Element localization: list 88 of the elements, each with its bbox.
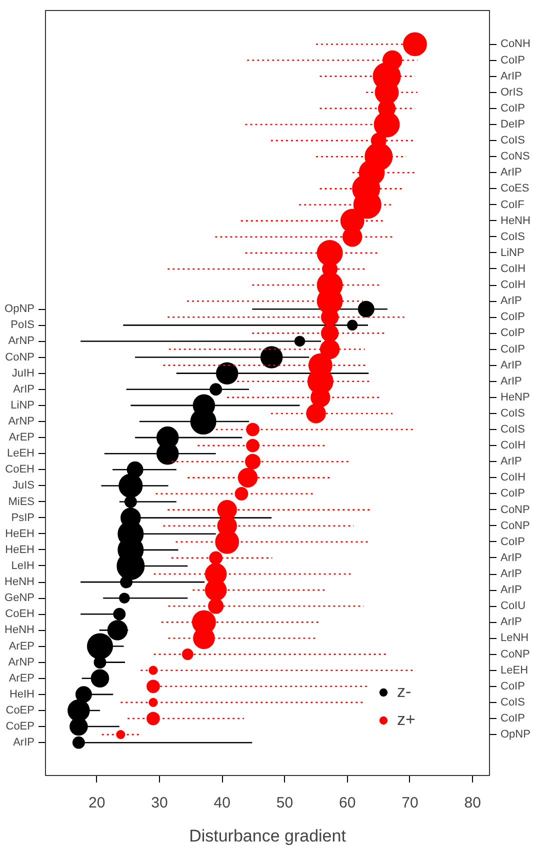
y-tick-label: HeNP <box>500 391 530 404</box>
y-tick-label: ArIP <box>500 616 522 628</box>
y-tick-label: OrIS <box>500 86 524 98</box>
y-tick-label: CoIS <box>500 696 525 708</box>
y-tick-label: PoIS <box>10 319 35 332</box>
y-tick-label: CoIP <box>500 311 525 324</box>
y-tick-label: HeEH <box>5 528 35 540</box>
legend-label: z+ <box>397 710 416 730</box>
y-tick-label: GeNP <box>4 592 35 604</box>
y-tick-label: ArIP <box>500 295 522 308</box>
x-tick-label: 80 <box>464 794 481 812</box>
x-tick-label: 60 <box>339 794 356 812</box>
y-tick-label: HeNH <box>4 624 35 636</box>
y-tick-label: LiNP <box>10 399 34 412</box>
y-tick-label: LiNP <box>500 246 524 259</box>
y-tick-label: LeIH <box>11 560 35 572</box>
x-axis-title: Disturbance gradient <box>189 826 346 846</box>
y-tick-label: ArIP <box>500 70 522 82</box>
y-tick-label: HeNH <box>500 214 531 227</box>
y-tick-label: DeIP <box>500 118 525 130</box>
point <box>306 404 326 424</box>
y-tick-label: CoIP <box>500 327 525 340</box>
y-tick-label: CoNS <box>500 150 530 163</box>
y-tick-label: JuIS <box>12 480 35 492</box>
y-tick-label: CoIS <box>500 230 525 243</box>
y-tick-label: LeNH <box>500 632 529 644</box>
y-tick-label: OpNP <box>500 728 530 741</box>
point <box>90 669 110 688</box>
y-tick-label: ArNP <box>8 656 34 668</box>
y-tick-label: CoEP <box>6 720 35 733</box>
y-tick-label: ArEP <box>8 672 35 684</box>
y-tick-label: ArEP <box>8 432 35 444</box>
y-tick-label: ArIP <box>500 375 522 388</box>
point <box>320 339 340 360</box>
y-tick-label: HeEH <box>5 544 35 556</box>
point <box>238 468 258 488</box>
legend-label: z- <box>397 682 412 702</box>
y-tick-label: CoNP <box>500 648 530 660</box>
y-tick-label: LeEH <box>500 664 528 676</box>
y-tick-label: CoNP <box>500 504 530 516</box>
y-tick-label: ArIP <box>500 584 522 596</box>
y-tick-label: ArIP <box>13 383 35 396</box>
y-tick-label: ArNP <box>8 335 34 348</box>
x-tick-label: 20 <box>88 794 106 812</box>
y-tick-label: JuIH <box>12 367 35 380</box>
y-tick-label: CoIH <box>500 472 526 484</box>
x-tick-label: 70 <box>402 794 418 812</box>
y-tick-label: CoIH <box>500 279 526 292</box>
y-tick-label: MiES <box>8 496 34 508</box>
y-tick-label: LeEH <box>6 448 35 460</box>
y-tick-label: ArIP <box>13 736 35 749</box>
y-tick-label: CoNP <box>500 520 530 532</box>
y-tick-label: CoIP <box>500 343 525 356</box>
y-tick-label: CoIF <box>500 198 525 211</box>
y-tick-label: PsIP <box>11 512 35 524</box>
y-tick-label: ArEP <box>8 640 35 652</box>
y-tick-label: ArIP <box>500 166 522 179</box>
y-tick-label: CoIP <box>500 680 525 692</box>
x-tick-label: 30 <box>151 794 168 812</box>
y-tick-label: CoEH <box>5 608 35 620</box>
x-tick-label: 50 <box>276 794 294 812</box>
y-tick-label: CoNP <box>5 351 34 364</box>
y-tick-label: ArNP <box>8 415 34 428</box>
y-tick-label: ArIP <box>500 359 522 372</box>
point <box>107 620 128 640</box>
y-tick-label: CoIP <box>500 536 525 548</box>
y-tick-label: CoNH <box>500 38 531 50</box>
y-tick-label: OpNP <box>4 303 35 316</box>
y-tick-label: ArIP <box>500 456 522 468</box>
y-tick-label: HeIH <box>9 688 35 700</box>
y-tick-label: CoIU <box>500 600 526 612</box>
y-tick-label: CoIS <box>500 424 525 436</box>
x-tick-label: 40 <box>214 794 230 812</box>
y-tick-label: ArIP <box>500 568 522 580</box>
y-tick-label: CoEP <box>6 704 35 716</box>
y-tick-label: CoIP <box>500 712 525 725</box>
y-tick-label: CoIP <box>500 54 525 66</box>
y-tick-label: CoIP <box>500 488 525 500</box>
y-tick-label: CoIS <box>500 407 525 420</box>
y-tick-label: ArIP <box>500 552 522 564</box>
y-tick-label: CoIS <box>500 134 525 147</box>
y-tick-label: CoES <box>500 182 530 195</box>
y-tick-label: CoIH <box>500 262 526 275</box>
y-tick-label: CoIH <box>500 440 526 452</box>
y-tick-label: HeNH <box>4 576 35 588</box>
y-tick-label: CoIP <box>500 102 525 114</box>
y-tick-label: CoEH <box>5 464 35 476</box>
point <box>217 500 237 520</box>
